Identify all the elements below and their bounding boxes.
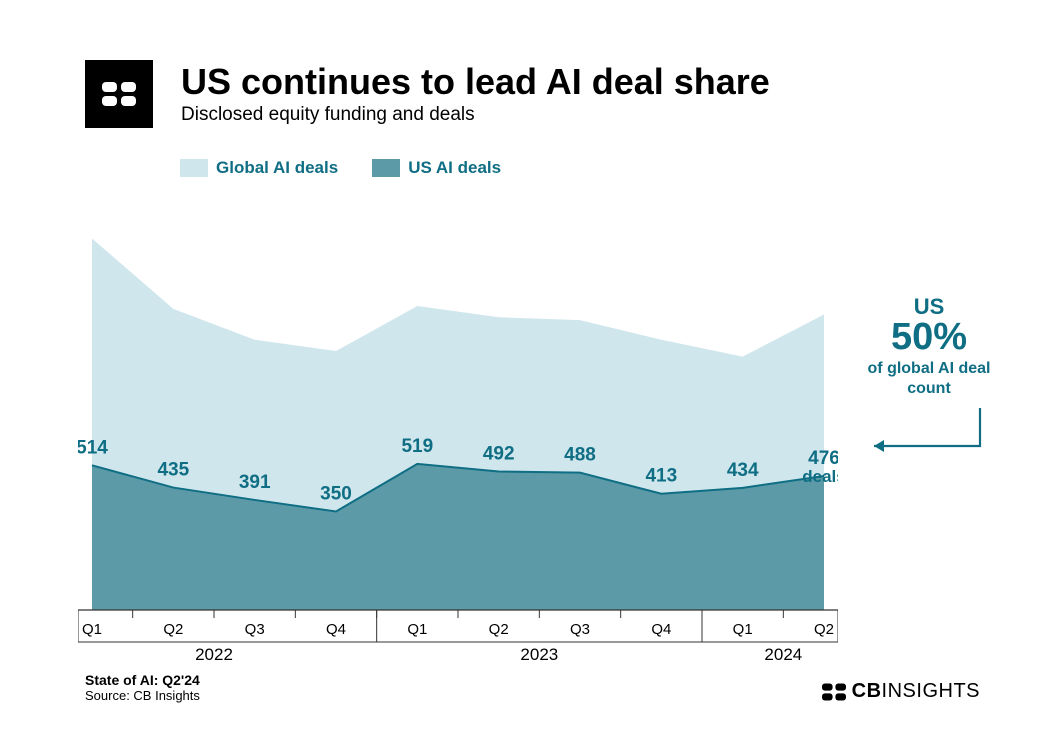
quarter-label: Q2 [163,621,183,638]
us-value-label: 391 [239,472,271,493]
callout-line1: US [854,296,1004,318]
quarter-label: Q4 [326,621,346,638]
us-value-label: 492 [483,444,515,465]
quarter-label: Q1 [733,621,753,638]
us-value-label: 434 [727,460,759,481]
callout-percent: 50% [854,318,1004,358]
quarter-label: Q1 [82,621,102,638]
brand-bold: CB [852,680,882,702]
callout: US 50% of global AI deal count [854,296,1004,399]
quarter-label: Q3 [245,621,265,638]
brand-logo-icon [102,82,136,106]
brand-small-icon [822,683,846,701]
footer: State of AI: Q2'24 Source: CB Insights C… [85,672,980,703]
us-value-label: 519 [401,436,433,457]
us-value-label: 413 [645,466,677,487]
legend-label-us: US AI deals [408,158,501,178]
chart-svg: 514 435 391 350 519 492 488 413 434 476deals Q1 Q2 Q… [78,230,838,670]
year-label: 2024 [764,645,802,664]
us-value-suffix: deals [802,467,838,486]
brand-logo-box [85,60,153,128]
us-value-label: 488 [564,445,596,466]
header: US continues to lead AI deal share Discl… [0,0,1040,128]
quarter-label: Q3 [570,621,590,638]
callout-line3b: count [854,380,1004,398]
legend-item-us: US AI deals [372,158,501,178]
area-chart: 514435391350519492488413434476dealsQ1Q2Q… [78,230,838,610]
quarter-label: Q4 [651,621,671,638]
footer-line2: Source: CB Insights [85,688,200,703]
quarter-label: Q2 [489,621,509,638]
legend-swatch-us [372,159,400,177]
legend-swatch-global [180,159,208,177]
year-label: 2023 [520,645,558,664]
us-value-label: 435 [157,460,189,481]
footer-line1: State of AI: Q2'24 [85,672,200,688]
footer-brand: CBINSIGHTS [822,680,980,703]
chart-subtitle: Disclosed equity funding and deals [181,104,1040,126]
title-block: US continues to lead AI deal share Discl… [181,62,1040,126]
year-label: 2022 [195,645,233,664]
us-value-label: 514 [78,437,108,458]
legend-label-global: Global AI deals [216,158,338,178]
callout-arrow-icon [862,408,992,468]
chart-title: US continues to lead AI deal share [181,62,1040,102]
us-value-label: 350 [320,483,352,504]
callout-line3a: of global AI deal [854,360,1004,378]
us-value-label: 476 [808,448,838,469]
brand-light: INSIGHTS [882,680,980,702]
footer-source: State of AI: Q2'24 Source: CB Insights [85,672,200,703]
legend: Global AI deals US AI deals [0,128,1040,188]
quarter-label: Q2 [814,621,834,638]
legend-item-global: Global AI deals [180,158,338,178]
brand-text: CBINSIGHTS [852,680,980,703]
quarter-label: Q1 [407,621,427,638]
